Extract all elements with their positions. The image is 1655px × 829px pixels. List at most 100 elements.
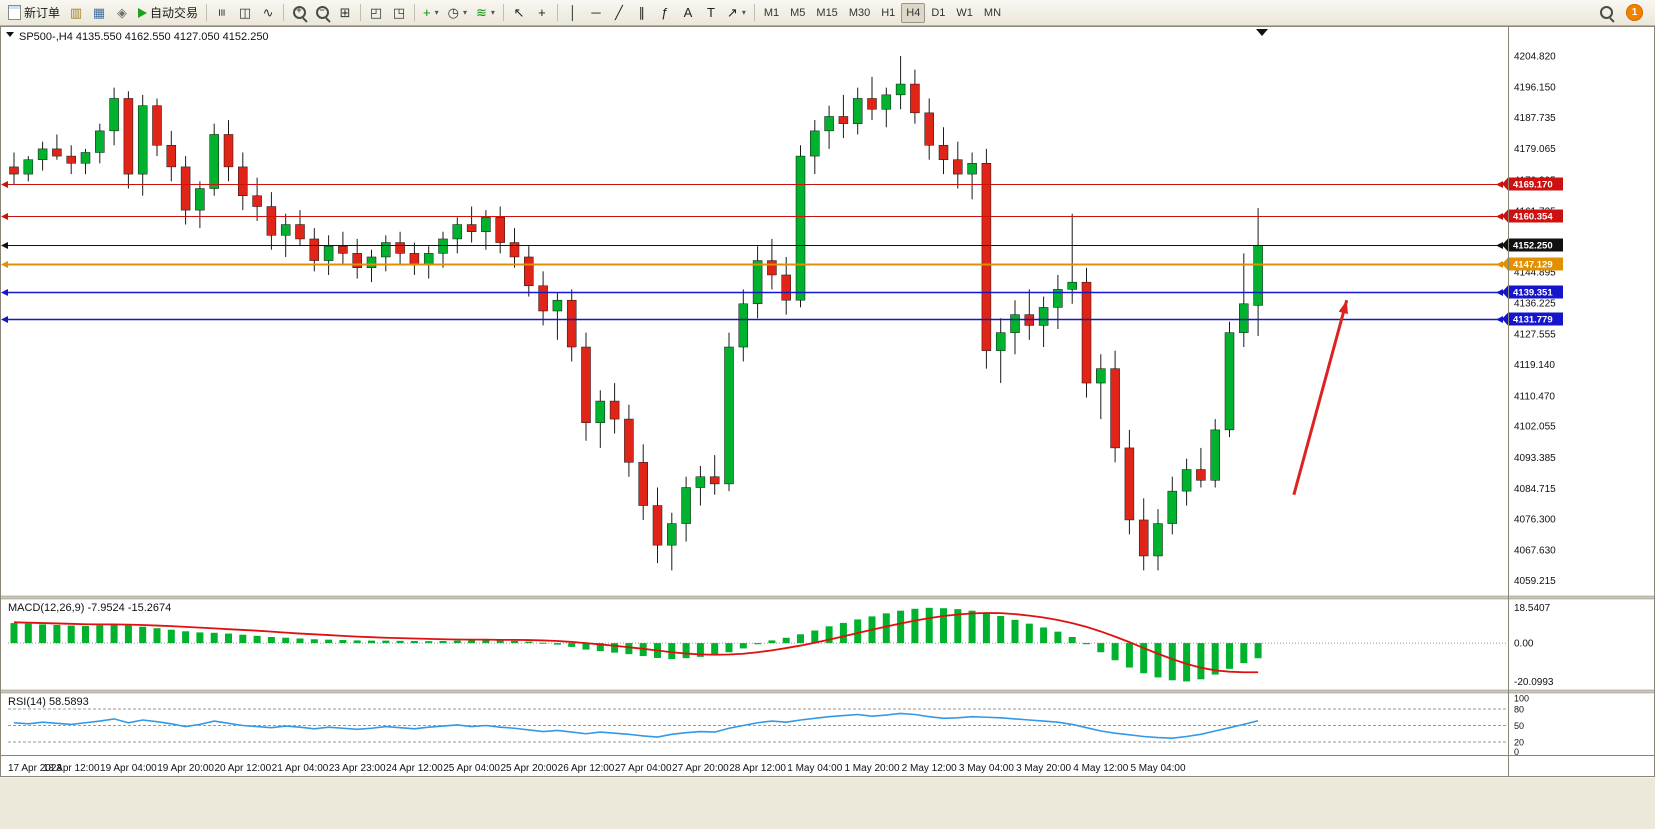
symbol-dropdown-icon[interactable] bbox=[6, 32, 14, 37]
timeframe-h1-button[interactable]: H1 bbox=[876, 3, 900, 23]
candle-body bbox=[1110, 368, 1120, 449]
macd-bar bbox=[825, 626, 833, 644]
candle-body bbox=[1253, 245, 1263, 306]
svg-text:20 Apr 12:00: 20 Apr 12:00 bbox=[214, 763, 271, 774]
trendline-button[interactable]: ╱ bbox=[608, 2, 630, 24]
candle-body bbox=[52, 148, 62, 157]
macd-bar bbox=[982, 612, 990, 644]
market-watch-icon: ▥ bbox=[69, 5, 83, 20]
zoom-out-button[interactable]: − bbox=[311, 2, 333, 24]
candle-body bbox=[910, 83, 920, 114]
crosshair-button[interactable]: + bbox=[531, 2, 553, 24]
candle-body bbox=[137, 105, 148, 175]
data-window-button[interactable]: ▦ bbox=[88, 2, 110, 24]
macd-bar bbox=[368, 640, 375, 644]
chart-shift-marker-icon bbox=[1256, 29, 1268, 36]
candle-body bbox=[109, 98, 119, 132]
search-button[interactable] bbox=[1595, 2, 1617, 24]
candles-chart-button[interactable]: ◫ bbox=[234, 2, 256, 24]
trend-arrow[interactable] bbox=[1292, 299, 1349, 496]
indicators-button[interactable]: ≋ ▾ bbox=[472, 2, 499, 24]
svg-text:27 Apr 20:00: 27 Apr 20:00 bbox=[672, 763, 729, 774]
cascade-windows-button[interactable]: ◳ bbox=[388, 2, 410, 24]
candle-body bbox=[452, 224, 463, 240]
macd-bar bbox=[625, 643, 633, 655]
candle-body bbox=[1053, 289, 1063, 308]
timeframe-m30-button[interactable]: M30 bbox=[844, 3, 875, 23]
line-right-marker-icon bbox=[1496, 289, 1503, 296]
candle-body bbox=[80, 152, 91, 164]
macd-bar bbox=[553, 643, 561, 645]
panel-separator[interactable] bbox=[0, 689, 1655, 694]
svg-text:4139.351: 4139.351 bbox=[1513, 288, 1553, 299]
candle-body bbox=[295, 224, 305, 240]
zoom-in-button[interactable]: + bbox=[288, 2, 310, 24]
timeframe-m5-button[interactable]: M5 bbox=[785, 3, 810, 23]
line-right-marker-icon bbox=[1496, 316, 1503, 323]
channel-button[interactable]: ∥ bbox=[631, 2, 653, 24]
svg-text:4131.779: 4131.779 bbox=[1513, 315, 1553, 326]
shapes-button[interactable]: ↗ ▾ bbox=[723, 2, 750, 24]
timeframe-mn-button[interactable]: MN bbox=[979, 3, 1006, 23]
macd-bar bbox=[96, 625, 104, 644]
chart-background bbox=[0, 26, 1655, 777]
chart-area[interactable]: 4204.8204196.1504187.7354179.0654170.395… bbox=[0, 26, 1655, 783]
chevron-down-icon: ▾ bbox=[462, 8, 467, 17]
notifications-badge[interactable]: 1 bbox=[1626, 4, 1643, 21]
timeframe-d1-button[interactable]: D1 bbox=[926, 3, 950, 23]
timeframe-m15-button[interactable]: M15 bbox=[811, 3, 842, 23]
candle-body bbox=[280, 224, 291, 236]
horizontal-lines[interactable] bbox=[1, 181, 1508, 323]
candle-body bbox=[238, 166, 248, 196]
grid-button[interactable]: ⊞ bbox=[334, 2, 356, 24]
market-watch-button[interactable]: ▥ bbox=[65, 2, 87, 24]
navigator-button[interactable]: ◈ bbox=[111, 2, 133, 24]
svg-text:0.00: 0.00 bbox=[1514, 639, 1534, 650]
tile-windows-button[interactable]: ◰ bbox=[365, 2, 387, 24]
label-button[interactable]: T bbox=[700, 2, 722, 24]
bars-chart-button[interactable]: ≡ bbox=[211, 2, 233, 24]
new-order-button[interactable]: 新订单 bbox=[4, 2, 64, 24]
macd-bar bbox=[82, 625, 89, 644]
price-badge bbox=[1508, 285, 1563, 299]
timeframe-m1-button[interactable]: M1 bbox=[759, 3, 784, 23]
svg-text:4196.150: 4196.150 bbox=[1514, 83, 1556, 94]
text-button[interactable]: A bbox=[677, 2, 699, 24]
price-badges: 4169.170 4160.354 4152.250 4147.129 4139.351… bbox=[1502, 177, 1563, 326]
candle-body bbox=[867, 98, 877, 110]
vertical-line-button[interactable]: │ bbox=[562, 2, 584, 24]
line-right-marker-icon bbox=[1496, 261, 1503, 268]
cursor-button[interactable]: ↖ bbox=[508, 2, 530, 24]
toolbar-separator bbox=[360, 4, 362, 21]
candle-body bbox=[409, 253, 420, 265]
fibonacci-button[interactable]: ƒ bbox=[654, 2, 676, 24]
refresh-button[interactable]: ◷ ▾ bbox=[444, 2, 471, 24]
macd-bar bbox=[1140, 643, 1148, 674]
svg-text:4119.140: 4119.140 bbox=[1514, 360, 1555, 371]
horizontal-line-button[interactable]: ─ bbox=[585, 2, 607, 24]
grid-icon: ⊞ bbox=[339, 5, 351, 20]
macd-bar bbox=[482, 640, 490, 644]
timeframe-w1-button[interactable]: W1 bbox=[951, 3, 978, 23]
svg-text:-20.0993: -20.0993 bbox=[1514, 677, 1554, 688]
macd-bar bbox=[668, 643, 676, 660]
window-bottom-strip bbox=[0, 777, 1655, 783]
candle-body bbox=[352, 253, 362, 269]
svg-text:0: 0 bbox=[1514, 747, 1519, 757]
auto-trading-button[interactable]: 自动交易 bbox=[134, 2, 202, 24]
candle-body bbox=[381, 242, 391, 258]
candle-body bbox=[152, 105, 162, 146]
panel-separator[interactable] bbox=[0, 595, 1655, 600]
line-chart-button[interactable]: ∿ bbox=[257, 2, 279, 24]
macd-signal-line bbox=[13, 612, 1259, 674]
badge-arrow-icon bbox=[1502, 312, 1508, 326]
price-badge bbox=[1508, 238, 1563, 252]
timeframe-h4-button[interactable]: H4 bbox=[901, 2, 926, 23]
svg-text:27 Apr 04:00: 27 Apr 04:00 bbox=[615, 763, 672, 774]
new-chart-button[interactable]: + ▾ bbox=[419, 2, 443, 24]
price-badge bbox=[1508, 209, 1563, 223]
svg-text:26 Apr 12:00: 26 Apr 12:00 bbox=[558, 763, 615, 774]
macd-bar bbox=[1197, 643, 1205, 680]
candle-body bbox=[266, 206, 277, 236]
